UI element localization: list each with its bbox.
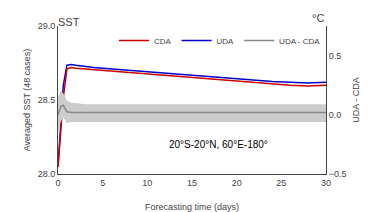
svg-text:15: 15 [187, 178, 197, 188]
svg-text:SST: SST [58, 16, 80, 28]
svg-text:0.5: 0.5 [329, 51, 342, 61]
svg-text:20: 20 [232, 178, 242, 188]
svg-text:10: 10 [142, 178, 152, 188]
svg-text:0: 0 [55, 178, 60, 188]
svg-text:CDA: CDA [154, 37, 172, 46]
svg-text:UDA - CDA: UDA - CDA [351, 77, 361, 123]
svg-text:0.0: 0.0 [329, 110, 342, 120]
svg-text:20°S-20°N, 60°E-180°: 20°S-20°N, 60°E-180° [169, 139, 268, 150]
svg-text:−0.5: −0.5 [329, 169, 347, 179]
svg-text:29.0: 29.0 [38, 21, 56, 31]
svg-text:28.0: 28.0 [38, 169, 56, 179]
svg-text:30: 30 [321, 178, 331, 188]
svg-text:UDA: UDA [217, 37, 235, 46]
svg-text:Forecasting time (days): Forecasting time (days) [145, 202, 239, 212]
svg-text:°C: °C [312, 12, 324, 24]
svg-text:25: 25 [276, 178, 286, 188]
svg-text:UDA - CDA: UDA - CDA [279, 37, 320, 46]
svg-text:28.5: 28.5 [38, 95, 56, 105]
svg-text:Averaged SST (48 cases): Averaged SST (48 cases) [22, 49, 32, 152]
svg-text:5: 5 [100, 178, 105, 188]
